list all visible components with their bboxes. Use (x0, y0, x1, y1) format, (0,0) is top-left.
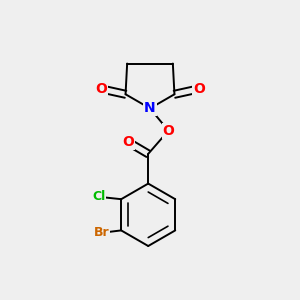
Text: Br: Br (94, 226, 110, 239)
Text: O: O (95, 82, 107, 96)
Text: O: O (193, 82, 205, 96)
Text: N: N (144, 101, 156, 116)
Text: O: O (122, 135, 134, 149)
Text: Cl: Cl (92, 190, 106, 203)
Text: O: O (163, 124, 174, 138)
